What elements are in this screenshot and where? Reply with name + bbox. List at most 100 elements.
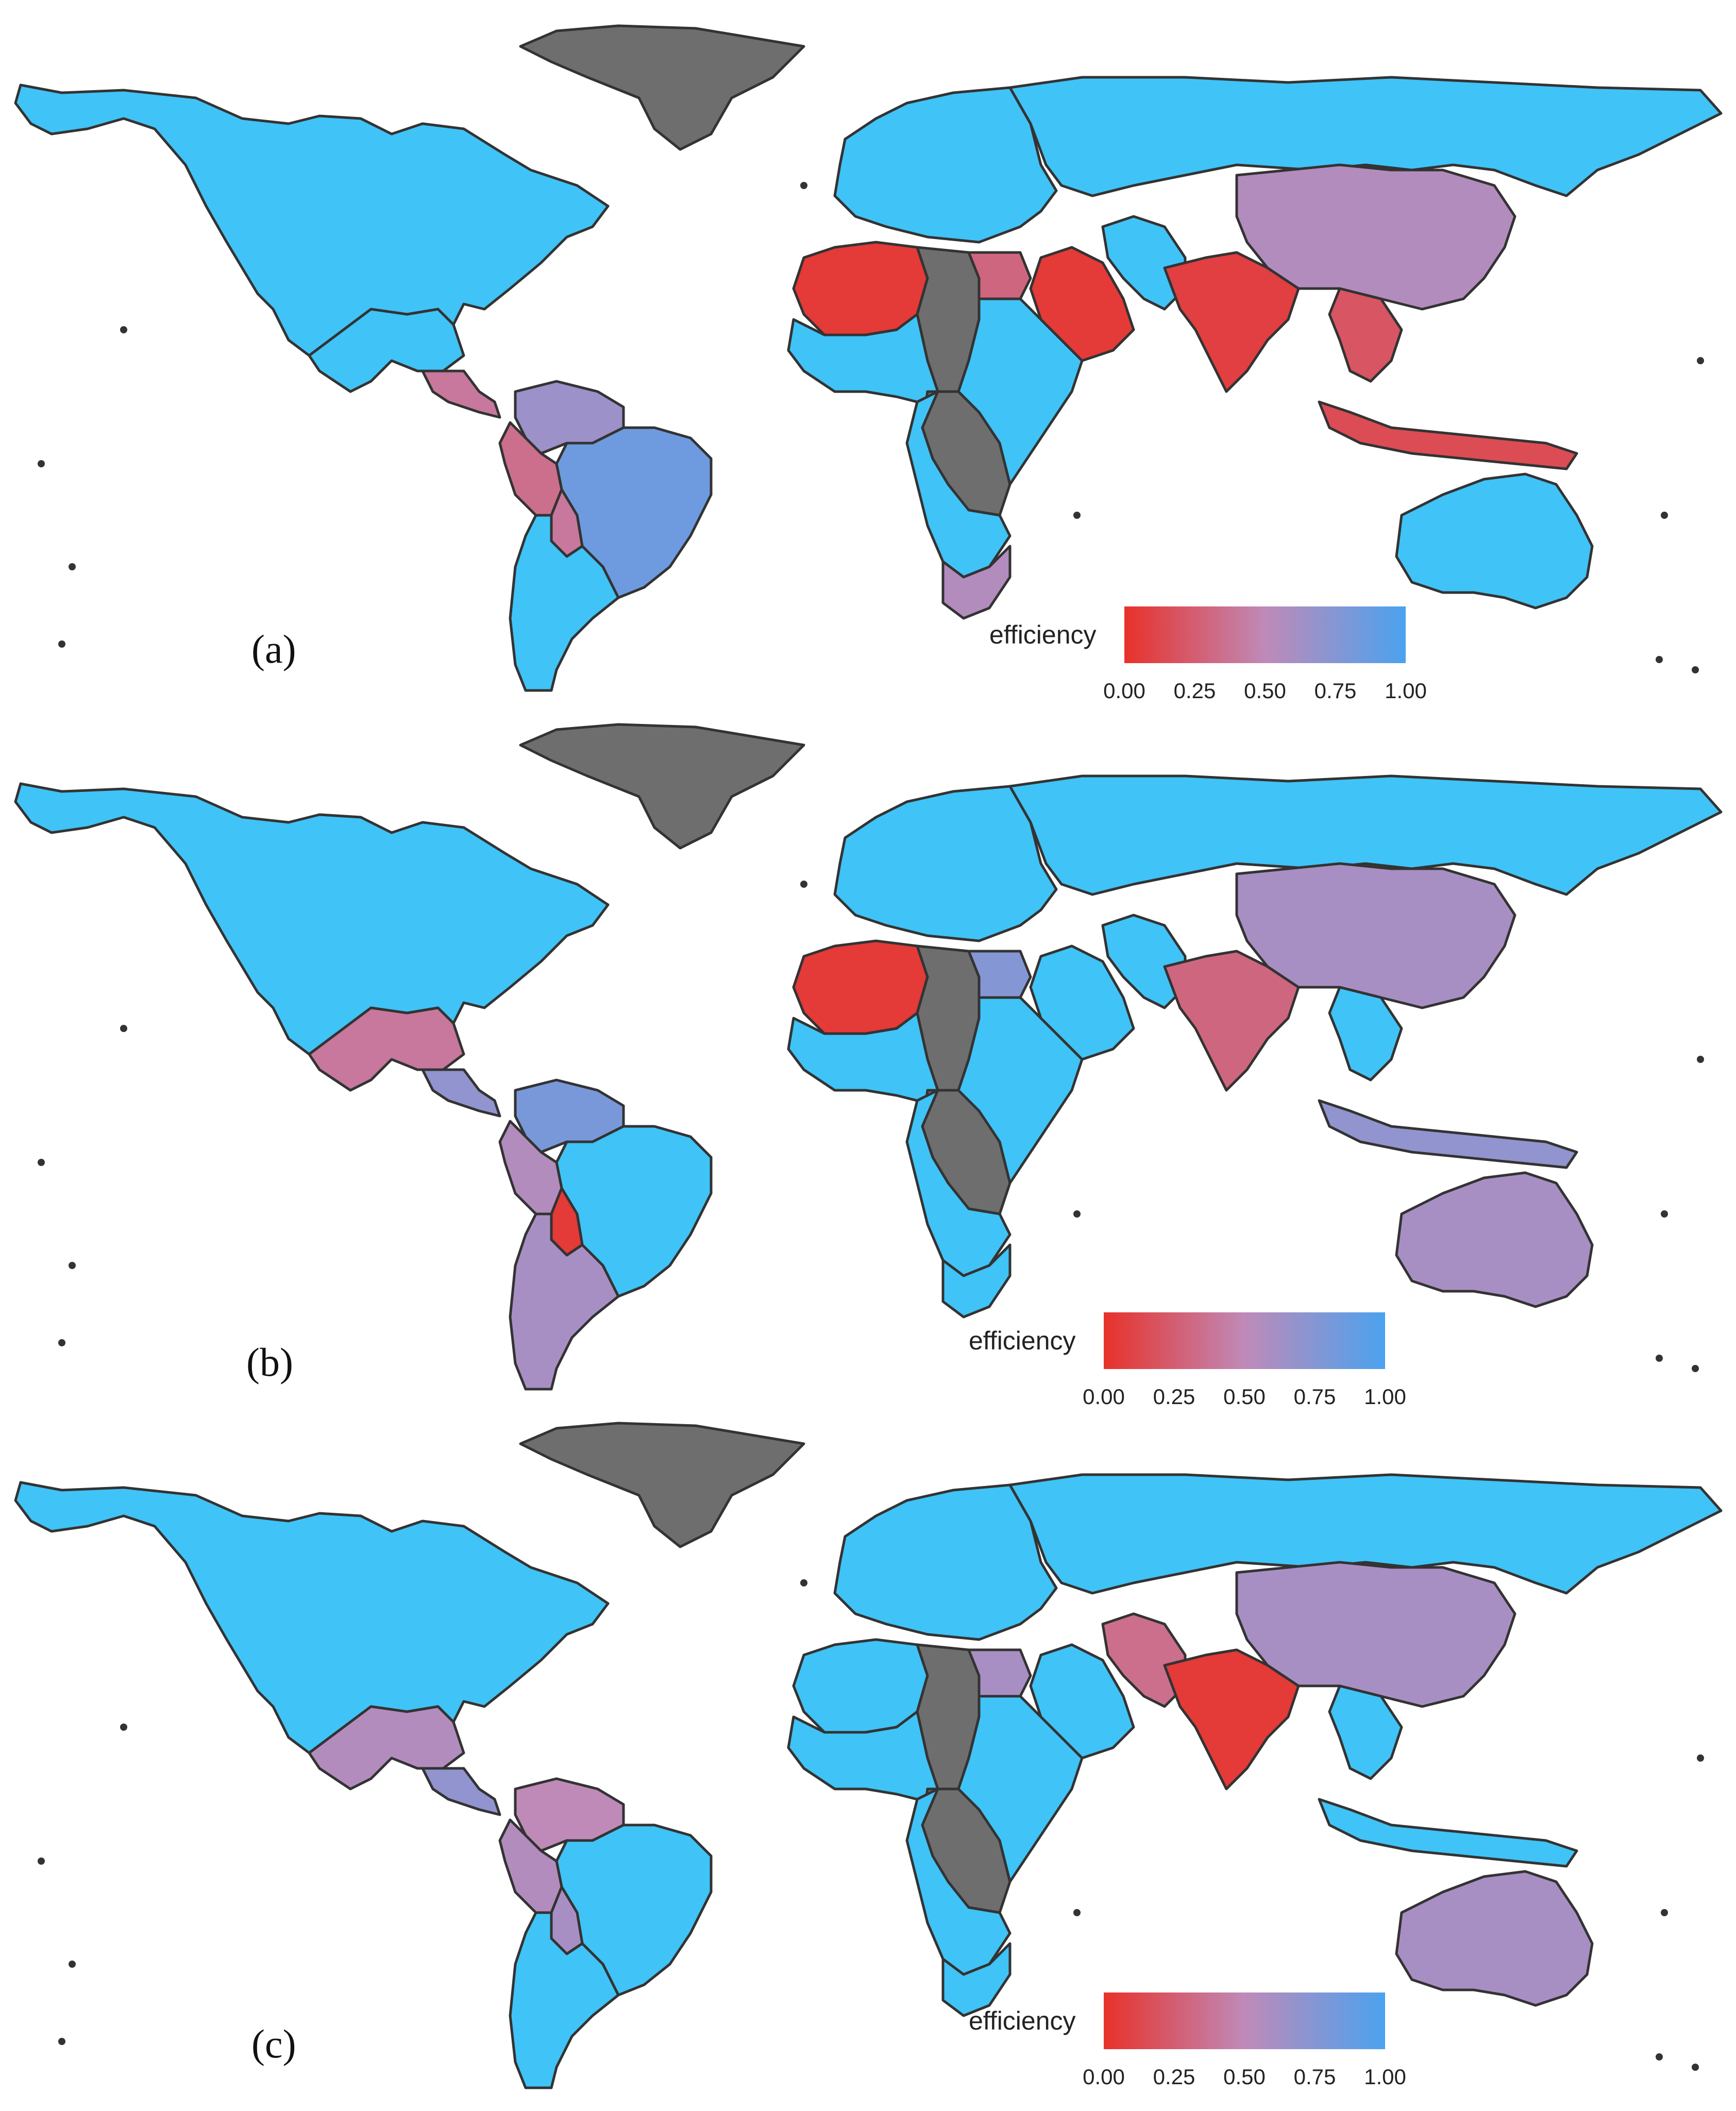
region-australia xyxy=(1395,472,1594,610)
legend-tick-label: 0.75 xyxy=(1314,679,1357,703)
region-arabia xyxy=(1029,246,1135,362)
region-china-mongolia xyxy=(1235,163,1516,311)
island-mark xyxy=(1073,1210,1081,1218)
legend-tick-label: 0.50 xyxy=(1223,2065,1266,2089)
region-china-mongolia xyxy=(1235,1561,1516,1708)
map-panel-c: (c) efficiency 0.00 0.25 0.50 0.75 1.00 xyxy=(0,1397,1736,2096)
legend-a: efficiency 0.00 0.25 0.50 0.75 1.00 xyxy=(989,606,1427,725)
region-australia xyxy=(1395,1171,1594,1308)
region-egypt xyxy=(967,251,1032,300)
island-mark xyxy=(38,1159,45,1166)
island-mark xyxy=(1692,2064,1699,2071)
legend-colorbar xyxy=(1104,1312,1385,1369)
legend-tick-label: 0.00 xyxy=(1083,2065,1125,2089)
island-mark xyxy=(58,2038,65,2045)
island-mark xyxy=(1073,1909,1081,1916)
island-mark xyxy=(38,1857,45,1865)
legend-tick-label: 0.25 xyxy=(1153,1384,1195,1409)
legend-tick-label: 0.25 xyxy=(1153,2065,1195,2089)
region-southeast-asia xyxy=(1328,986,1403,1082)
region-central-america xyxy=(421,1068,501,1118)
region-southern-africa xyxy=(905,1787,1012,1976)
map-panel-b: (b) efficiency 0.00 0.25 0.50 0.75 1.00 xyxy=(0,699,1736,1409)
legend-tick-label: 1.00 xyxy=(1364,1384,1406,1409)
region-north-america xyxy=(14,782,610,1056)
legend-title: efficiency xyxy=(989,620,1097,649)
region-south-asia xyxy=(1163,1648,1300,1791)
region-southern-africa xyxy=(905,390,1012,579)
region-greenland xyxy=(519,723,805,850)
legend-tick-label: 0.00 xyxy=(1103,679,1145,703)
island-mark xyxy=(1661,1210,1668,1218)
region-greenland xyxy=(519,1422,805,1548)
legend-c: efficiency 0.00 0.25 0.50 0.75 1.00 xyxy=(969,1992,1406,2111)
island-mark xyxy=(1697,1056,1704,1063)
world-map-a xyxy=(14,24,1723,692)
region-europe xyxy=(833,1483,1058,1641)
region-south-africa xyxy=(941,1243,1012,1319)
region-indonesia xyxy=(1318,400,1578,470)
region-north-america xyxy=(14,1481,610,1754)
legend-title: efficiency xyxy=(969,2006,1076,2035)
map-panel-a: (a) efficiency 0.00 0.25 0.50 0.75 1.00 xyxy=(0,0,1736,703)
region-russia xyxy=(1008,76,1723,197)
region-russia xyxy=(1008,774,1723,896)
region-europe xyxy=(833,86,1058,244)
region-argentina-chile xyxy=(509,1212,620,1391)
region-southeast-asia xyxy=(1328,1684,1403,1780)
legend-tick-label: 0.75 xyxy=(1293,1384,1336,1409)
legend-colorbar xyxy=(1104,1992,1385,2049)
island-mark xyxy=(69,563,76,570)
region-south-africa xyxy=(941,1942,1012,2017)
region-central-america xyxy=(421,369,501,419)
world-map-c xyxy=(14,1422,1723,2089)
island-mark xyxy=(1073,512,1081,519)
panel-label-c: (c) xyxy=(251,2021,296,2066)
region-greenland xyxy=(519,24,805,151)
island-mark xyxy=(1697,1754,1704,1762)
legend-tick-label: 0.00 xyxy=(1083,1384,1125,1409)
island-mark xyxy=(58,1339,65,1346)
region-southern-africa xyxy=(905,1089,1012,1277)
legend-tick-label: 1.00 xyxy=(1385,679,1427,703)
legend-title: efficiency xyxy=(969,1326,1076,1355)
region-indonesia xyxy=(1318,1798,1578,1868)
region-indonesia xyxy=(1318,1099,1578,1169)
legend-tick-label: 0.75 xyxy=(1293,2065,1336,2089)
island-mark xyxy=(1661,1909,1668,1916)
region-australia xyxy=(1395,1870,1594,2007)
island-mark xyxy=(1656,656,1663,663)
panel-label-b: (b) xyxy=(246,1340,293,1384)
legend-colorbar xyxy=(1124,606,1406,663)
region-egypt xyxy=(967,1648,1032,1698)
island-mark xyxy=(800,1579,807,1586)
legend-tick-label: 0.25 xyxy=(1173,679,1216,703)
region-southeast-asia xyxy=(1328,287,1403,383)
island-mark xyxy=(69,1262,76,1269)
region-arabia xyxy=(1029,944,1135,1061)
region-central-america xyxy=(421,1767,501,1816)
region-egypt xyxy=(967,950,1032,999)
legend-tick-label: 0.50 xyxy=(1223,1384,1266,1409)
region-north-america xyxy=(14,83,610,357)
region-arabia xyxy=(1029,1643,1135,1760)
region-argentina-chile xyxy=(509,514,620,692)
island-mark xyxy=(38,460,45,467)
legend-tick-label: 1.00 xyxy=(1364,2065,1406,2089)
legend-tick-label: 0.50 xyxy=(1244,679,1286,703)
island-mark xyxy=(120,326,127,333)
region-argentina-chile xyxy=(509,1911,620,2089)
island-mark xyxy=(1656,1355,1663,1362)
island-mark xyxy=(800,881,807,888)
island-mark xyxy=(800,182,807,189)
region-south-asia xyxy=(1163,251,1300,393)
island-mark xyxy=(1692,1365,1699,1372)
region-south-asia xyxy=(1163,950,1300,1092)
legend-b: efficiency 0.00 0.25 0.50 0.75 1.00 xyxy=(969,1312,1406,1431)
region-russia xyxy=(1008,1473,1723,1595)
world-map-b xyxy=(14,723,1723,1391)
island-mark xyxy=(1661,512,1668,519)
region-south-africa xyxy=(941,545,1012,620)
island-mark xyxy=(58,640,65,648)
island-mark xyxy=(69,1961,76,1968)
